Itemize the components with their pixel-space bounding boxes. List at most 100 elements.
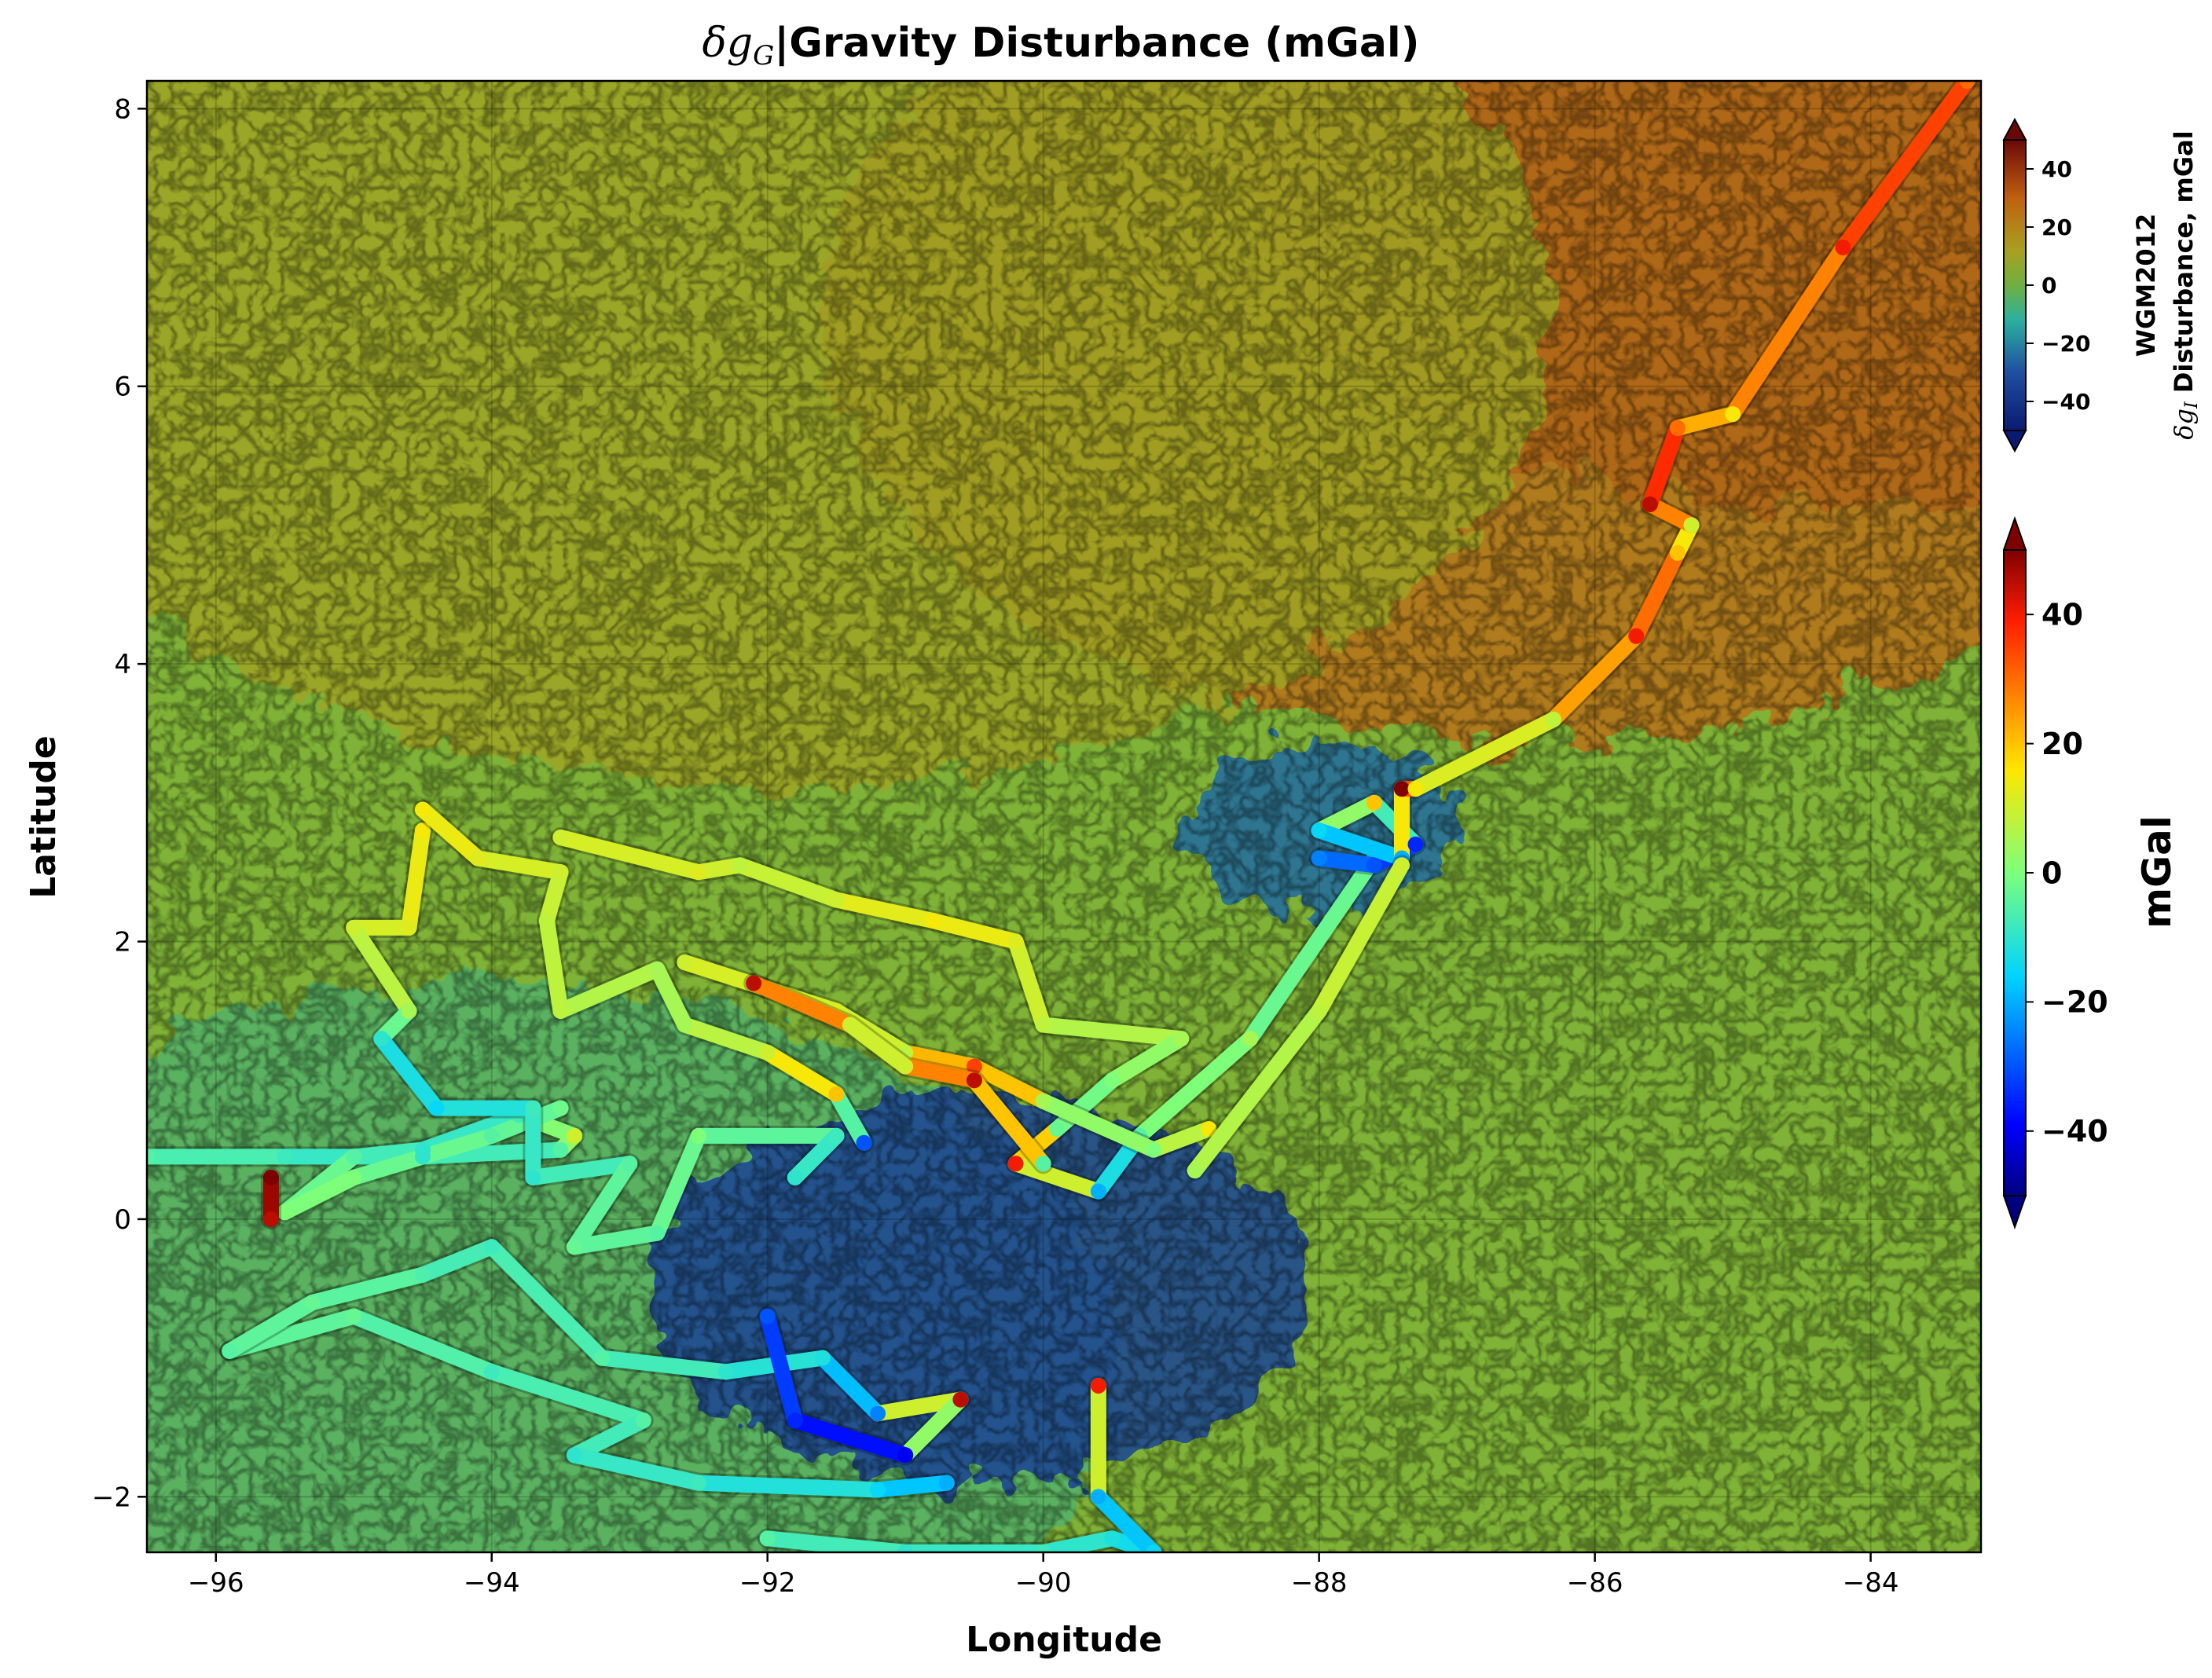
ship-track-point <box>262 1169 279 1185</box>
ship-track-point <box>925 913 941 929</box>
ship-track-point <box>759 1308 776 1324</box>
ship-track-point <box>414 1141 431 1158</box>
ship-track-segment <box>1007 933 1051 1033</box>
ship-track-point <box>635 1412 651 1429</box>
ship-track-point <box>346 919 362 936</box>
x-tick-label: −92 <box>739 1567 796 1599</box>
ship-track-point <box>346 1169 362 1185</box>
ship-track-point <box>147 1149 155 1165</box>
colorbar-tick-label: −20 <box>2041 331 2090 357</box>
ship-track-point <box>346 1308 362 1324</box>
ship-track-point <box>1090 1489 1106 1505</box>
ship-track-point <box>759 1044 776 1061</box>
ship-track-point <box>677 954 693 971</box>
ship-track-segment <box>1642 420 1686 512</box>
ship-track-point <box>897 1447 914 1464</box>
ship-track-point <box>787 1412 803 1429</box>
ship-track-point <box>952 1391 969 1408</box>
ship-track-segment <box>787 1127 845 1185</box>
ship-track-point <box>1049 1121 1066 1138</box>
ship-track-segment <box>649 961 693 1033</box>
ship-track-segment <box>1187 1002 1327 1179</box>
chart-title: δgG|Gravity Disturbance (mGal) <box>702 20 1419 71</box>
ship-track-segment <box>1669 406 1741 436</box>
ship-track-point <box>1669 544 1686 561</box>
colorbar-wgm2012-label-line2: δgI Disturbance, mGal <box>2169 130 2202 439</box>
ship-track-point <box>1669 420 1686 436</box>
ship-track-point <box>1725 406 1741 423</box>
ship-track-point <box>732 857 748 874</box>
ship-track-segment <box>759 1308 803 1429</box>
ship-track-segment <box>414 1239 500 1283</box>
ship-track-segment <box>1146 1121 1217 1158</box>
ship-track-segment <box>414 801 486 866</box>
ship-track-point <box>1201 1121 1217 1138</box>
ship-track-segment <box>1104 1031 1190 1089</box>
ship-track-segment <box>1628 544 1686 644</box>
ship-track-segment <box>870 1391 969 1422</box>
ship-track-segment <box>1132 1031 1258 1144</box>
ship-track-segment <box>966 1058 1051 1109</box>
ship-track-point <box>828 892 845 908</box>
ship-track-segment <box>897 1044 982 1075</box>
ship-track-point <box>1090 1183 1106 1200</box>
ship-track-point <box>690 1475 706 1491</box>
ship-track-segment <box>552 830 706 881</box>
ship-track-point <box>649 1225 666 1241</box>
colorbar-tick-label: 20 <box>2041 727 2083 761</box>
ship-track-segment <box>1049 1072 1121 1138</box>
y-tick-label: 6 <box>114 372 131 403</box>
ship-track-point <box>1393 781 1410 797</box>
colorbar-tick-label: −40 <box>2041 389 2090 415</box>
ship-track-segment <box>842 1017 914 1075</box>
ship-track-point <box>470 850 486 866</box>
ship-track-point <box>552 864 569 881</box>
ship-track-point <box>1628 628 1645 644</box>
colorbar-tick-label: 20 <box>2041 214 2072 240</box>
ship-track-point <box>414 801 431 818</box>
x-tick-label: −90 <box>1015 1567 1072 1599</box>
ship-track-segment <box>1242 850 1382 1047</box>
colorbar-mgal: 40 20 0 −20 −40 mGal <box>2002 515 2180 1230</box>
ship-track-point <box>594 1350 611 1366</box>
ship-track-point <box>1959 81 1975 89</box>
ship-track-point <box>842 1017 858 1033</box>
y-tick-label: 2 <box>114 927 131 958</box>
ship-track-point <box>897 1544 914 1552</box>
ship-track-segment <box>1835 81 1975 256</box>
ship-track-segment <box>649 1127 706 1241</box>
ship-track-point <box>622 1156 638 1172</box>
ship-track-point <box>1104 1530 1121 1547</box>
ship-track-segment <box>346 1141 431 1165</box>
ship-track-point <box>567 1127 583 1144</box>
ship-track-point <box>1090 1377 1106 1394</box>
ship-track-point <box>1104 1072 1121 1089</box>
ship-track-point <box>1407 781 1424 797</box>
ship-track-segment <box>690 1475 886 1498</box>
ship-track-segment <box>567 1447 706 1491</box>
ship-track-segment <box>483 1239 611 1366</box>
ship-track-segment <box>538 913 569 1019</box>
colorbar-tick-label: −20 <box>2041 985 2108 1020</box>
ship-track-point <box>483 1364 500 1380</box>
ship-track-segment <box>828 1086 872 1151</box>
ship-track-point <box>414 823 431 839</box>
ship-track-point <box>897 1058 914 1075</box>
ship-track-segment <box>483 1364 651 1429</box>
ship-track-point <box>1146 1141 1162 1158</box>
ship-track-point <box>966 1058 982 1075</box>
y-axis-label: Latitude <box>24 735 64 899</box>
ship-track-segment <box>897 1058 982 1089</box>
ship-track-point <box>1311 850 1327 866</box>
ship-track-segment <box>373 1031 445 1116</box>
ship-track-segment <box>1725 240 1851 423</box>
ship-track-point <box>552 830 569 846</box>
x-tick-label: −86 <box>1567 1567 1623 1599</box>
ship-track-point <box>525 1100 541 1116</box>
ship-track-point <box>428 1100 445 1116</box>
ship-track-segment <box>525 1156 638 1185</box>
ship-track-point <box>567 1239 583 1255</box>
ship-track-point <box>759 1530 776 1547</box>
ship-track-point <box>1146 1544 1162 1552</box>
ship-track-point <box>1035 1544 1051 1552</box>
